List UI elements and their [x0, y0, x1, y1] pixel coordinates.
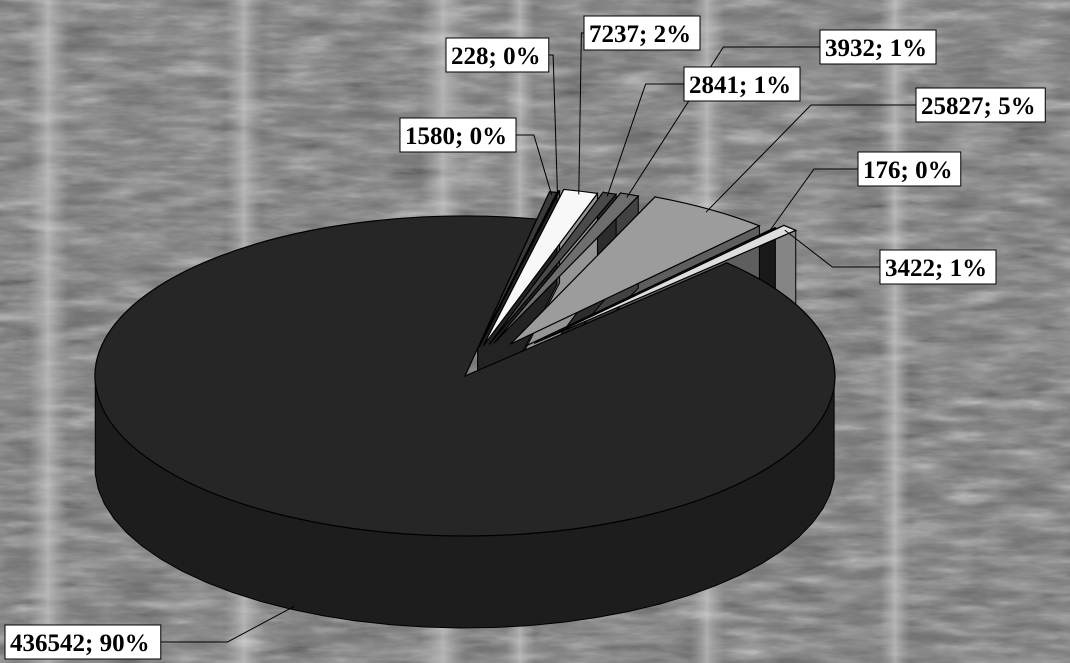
data-label-8: 3422; 1%	[885, 255, 987, 282]
leader-line-7	[769, 168, 858, 231]
leader-line-6	[705, 104, 916, 213]
leader-line-1	[516, 134, 553, 196]
data-label-5: 3932; 1%	[825, 35, 927, 62]
data-label-box-0	[4, 624, 162, 660]
leader-line-5	[626, 46, 820, 198]
data-label-0: 436542; 90%	[10, 630, 150, 657]
leader-line-8	[784, 229, 880, 268]
leader-line-0	[160, 605, 295, 643]
pie-slice-0	[94, 215, 836, 537]
data-label-box-4	[683, 66, 801, 102]
data-label-box-3	[583, 15, 701, 51]
data-label-box-2	[445, 37, 550, 73]
data-label-2: 228; 0%	[451, 43, 541, 70]
data-label-6: 25827; 5%	[921, 93, 1036, 120]
data-label-4: 2841; 1%	[689, 72, 791, 99]
leader-line-3	[578, 32, 584, 195]
data-label-box-7	[857, 151, 962, 187]
data-label-7: 176; 0%	[863, 157, 953, 184]
data-label-3: 7237; 2%	[589, 21, 691, 48]
data-label-box-5	[819, 29, 937, 65]
pie-slices	[94, 188, 836, 537]
pie-slice-2	[478, 190, 561, 348]
data-label-box-1	[399, 117, 517, 153]
leader-line-2	[548, 54, 558, 194]
pie-slice-7	[525, 227, 777, 347]
data-label-box-6	[915, 87, 1046, 123]
pie-slice-6	[509, 196, 761, 345]
data-label-1: 1580; 0%	[405, 123, 507, 150]
data-labels: 436542; 90% 1580; 0% 228; 0% 7237; 2% 2841; …	[4, 15, 1046, 660]
leader-lines	[160, 32, 916, 643]
leader-line-4	[606, 83, 684, 197]
pie-slice-3	[482, 188, 599, 346]
pie-slice-5	[493, 192, 640, 344]
data-label-box-8	[879, 249, 997, 285]
pie-slice-4	[488, 191, 618, 345]
pie-slice-8	[533, 224, 798, 345]
